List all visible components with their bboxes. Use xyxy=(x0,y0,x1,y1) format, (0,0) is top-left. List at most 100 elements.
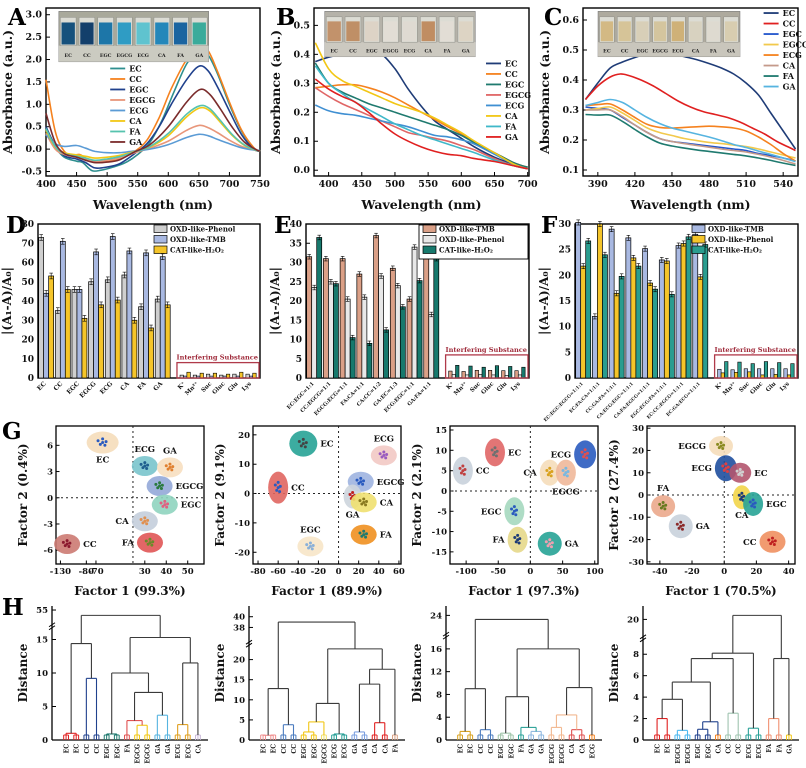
svg-text:4: 4 xyxy=(436,713,442,723)
svg-text:CC: CC xyxy=(726,744,733,754)
svg-text:5: 5 xyxy=(565,348,571,358)
svg-text:OXD-like-TMB: OXD-like-TMB xyxy=(708,225,764,234)
svg-text:500: 500 xyxy=(97,179,117,190)
svg-text:15: 15 xyxy=(558,297,571,307)
svg-text:550: 550 xyxy=(418,179,438,190)
svg-text:|(A₁-A)/A₀|: |(A₁-A)/A₀| xyxy=(0,267,14,335)
svg-text:700: 700 xyxy=(220,179,240,190)
svg-text:ECG: ECG xyxy=(175,744,182,758)
svg-text:GA: GA xyxy=(786,744,793,754)
panel-label-b: B xyxy=(276,4,296,31)
svg-text:EGC: EGC xyxy=(100,53,112,59)
svg-text:10: 10 xyxy=(21,355,34,365)
svg-text:0: 0 xyxy=(565,374,571,384)
svg-text:EGCG: EGCG xyxy=(145,744,152,764)
svg-text:Distance: Distance xyxy=(410,643,424,702)
svg-text:750: 750 xyxy=(250,179,270,190)
panel-g-scatter-1: -130 -80-70 30 40 50 -6 -3 0 3 6 Factor 1 (99.3%) F… xyxy=(16,425,205,598)
svg-text:GA: GA xyxy=(163,446,177,456)
svg-text:EGC: EGC xyxy=(481,507,502,517)
svg-text:EGCG: EGCG xyxy=(78,380,97,399)
svg-text:CA: CA xyxy=(129,116,142,126)
svg-text:3.0: 3.0 xyxy=(25,10,42,21)
svg-text:2.0: 2.0 xyxy=(25,55,42,66)
svg-text:EC: EC xyxy=(96,456,109,466)
svg-text:650: 650 xyxy=(189,179,209,190)
svg-text:OXD-like-TMB: OXD-like-TMB xyxy=(439,225,495,234)
svg-text:EGCG: EGCG xyxy=(135,744,142,764)
svg-text:20: 20 xyxy=(558,271,571,281)
svg-text:|(A₁-A)/A₀|: |(A₁-A)/A₀| xyxy=(537,267,551,335)
svg-text:0.1: 0.1 xyxy=(293,136,310,147)
svg-text:EGCG: EGCG xyxy=(176,482,204,492)
svg-text:CC: CC xyxy=(84,744,91,754)
svg-text:Glu: Glu xyxy=(765,381,778,394)
svg-text:35: 35 xyxy=(289,239,302,249)
svg-text:30: 30 xyxy=(139,567,151,577)
svg-text:ECG: ECG xyxy=(672,49,684,55)
svg-text:Gluc: Gluc xyxy=(212,381,227,396)
svg-text:Lys: Lys xyxy=(510,381,522,393)
svg-text:0: 0 xyxy=(527,567,533,577)
svg-text:Gluc: Gluc xyxy=(481,381,496,396)
svg-text:700: 700 xyxy=(518,179,538,190)
svg-text:-60: -60 xyxy=(270,567,285,577)
svg-text:3: 3 xyxy=(47,468,53,478)
svg-text:EGCG: EGCG xyxy=(559,744,566,764)
svg-text:Factor 1 (89.9%): Factor 1 (89.9%) xyxy=(271,584,383,598)
svg-text:0.0: 0.0 xyxy=(293,165,310,176)
svg-text:5: 5 xyxy=(296,355,302,365)
svg-text:-80: -80 xyxy=(79,567,94,577)
svg-text:50: 50 xyxy=(557,567,569,577)
svg-text:CA: CA xyxy=(505,111,518,121)
svg-text:0.3: 0.3 xyxy=(562,105,579,116)
svg-text:K⁺: K⁺ xyxy=(177,381,187,391)
svg-text:0.2: 0.2 xyxy=(293,107,310,118)
svg-text:CA: CA xyxy=(569,744,576,754)
svg-text:FA: FA xyxy=(444,49,451,55)
svg-text:-20: -20 xyxy=(311,567,326,577)
svg-text:600: 600 xyxy=(451,179,471,190)
svg-text:-10: -10 xyxy=(629,513,644,523)
svg-text:Interfering Substance: Interfering Substance xyxy=(176,354,258,362)
svg-text:ECG: ECG xyxy=(551,450,572,460)
svg-text:20: 20 xyxy=(289,297,302,307)
svg-text:CA: CA xyxy=(115,517,129,527)
svg-text:EGC: EGC xyxy=(300,525,321,535)
svg-text:Lys: Lys xyxy=(241,381,253,393)
svg-text:FA: FA xyxy=(136,380,147,391)
svg-text:50: 50 xyxy=(182,567,194,577)
svg-text:40: 40 xyxy=(289,220,302,230)
svg-text:EGC: EGC xyxy=(508,744,515,759)
panel-label-c: C xyxy=(544,4,563,31)
svg-text:6: 6 xyxy=(47,441,53,451)
panel-label-h: H xyxy=(2,594,24,621)
svg-text:0: 0 xyxy=(638,491,644,501)
svg-text:ECG: ECG xyxy=(404,49,416,55)
svg-text:GA: GA xyxy=(565,540,579,550)
svg-text:10: 10 xyxy=(233,696,245,706)
svg-text:Glu: Glu xyxy=(227,381,240,394)
svg-text:Factor 1 (99.3%): Factor 1 (99.3%) xyxy=(74,584,186,598)
svg-text:CC: CC xyxy=(281,744,288,754)
svg-text:EGC: EGC xyxy=(637,49,649,55)
svg-text:GA: GA xyxy=(539,744,546,754)
svg-text:Factor 1 (70.5%): Factor 1 (70.5%) xyxy=(665,584,777,598)
svg-text:OXD-like-TMB: OXD-like-TMB xyxy=(170,235,226,244)
svg-text:Interfering Substance: Interfering Substance xyxy=(445,346,527,354)
svg-text:CA: CA xyxy=(372,744,379,754)
svg-text:450: 450 xyxy=(67,179,87,190)
svg-text:5: 5 xyxy=(239,716,245,726)
svg-text:30: 30 xyxy=(289,259,302,269)
svg-text:EC: EC xyxy=(468,744,475,754)
svg-text:6: 6 xyxy=(633,672,639,682)
svg-text:CA: CA xyxy=(380,498,394,508)
svg-text:1.5: 1.5 xyxy=(25,77,42,88)
svg-text:ECG: ECG xyxy=(332,744,339,758)
svg-text:-10: -10 xyxy=(432,528,447,538)
panel-c-spectra-chart: 390 420 450 480 510 540 0.1 0.2 0.3 0.4 0.5 0.6 Wave… xyxy=(537,7,806,212)
svg-text:EGC: EGC xyxy=(366,49,378,55)
svg-text:FA: FA xyxy=(518,744,525,753)
svg-text:10: 10 xyxy=(289,336,302,346)
